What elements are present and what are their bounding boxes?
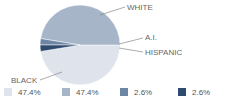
svg-text:A.I.: A.I. bbox=[145, 33, 157, 42]
svg-text:WHITE: WHITE bbox=[127, 3, 153, 12]
svg-text:HISPANIC: HISPANIC bbox=[145, 48, 182, 57]
svg-text:47.4%: 47.4% bbox=[18, 88, 41, 97]
svg-text:2.6%: 2.6% bbox=[192, 88, 210, 97]
svg-text:2.6%: 2.6% bbox=[134, 88, 152, 97]
svg-text:47.4%: 47.4% bbox=[76, 88, 99, 97]
svg-text:BLACK: BLACK bbox=[11, 76, 38, 85]
